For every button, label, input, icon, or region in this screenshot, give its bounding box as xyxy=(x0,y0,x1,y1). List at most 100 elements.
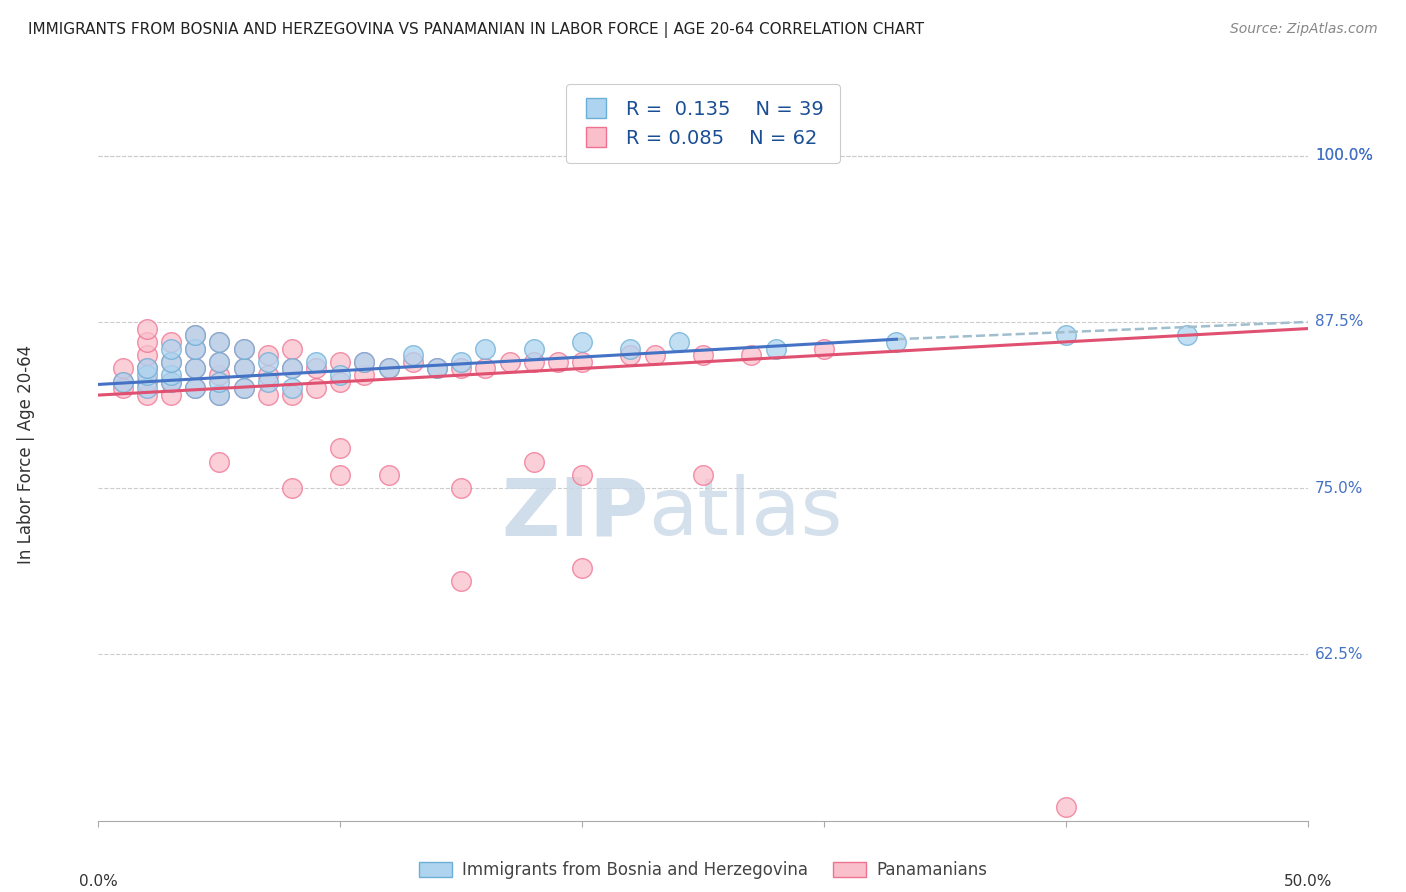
Point xyxy=(281,388,304,402)
Text: 0.0%: 0.0% xyxy=(79,874,118,888)
Point xyxy=(474,342,496,356)
Point xyxy=(232,361,254,376)
Point xyxy=(111,361,134,376)
Point xyxy=(208,368,231,383)
Text: 75.0%: 75.0% xyxy=(1315,481,1364,496)
Point xyxy=(377,467,399,482)
Point xyxy=(135,388,157,402)
Point xyxy=(765,342,787,356)
Text: In Labor Force | Age 20-64: In Labor Force | Age 20-64 xyxy=(17,345,35,565)
Point xyxy=(135,321,157,335)
Point xyxy=(402,348,425,362)
Point xyxy=(160,375,183,389)
Point xyxy=(160,388,183,402)
Text: 50.0%: 50.0% xyxy=(1284,874,1331,888)
Point xyxy=(135,334,157,349)
Point xyxy=(377,361,399,376)
Point xyxy=(353,355,375,369)
Point xyxy=(111,375,134,389)
Point xyxy=(740,348,762,362)
Point xyxy=(208,388,231,402)
Point xyxy=(644,348,666,362)
Point xyxy=(208,388,231,402)
Point xyxy=(402,355,425,369)
Point xyxy=(426,361,449,376)
Point xyxy=(329,355,352,369)
Point xyxy=(1054,800,1077,814)
Point xyxy=(426,361,449,376)
Point xyxy=(184,361,207,376)
Point xyxy=(523,342,546,356)
Text: 62.5%: 62.5% xyxy=(1315,647,1364,662)
Point xyxy=(208,375,231,389)
Point xyxy=(450,361,472,376)
Point xyxy=(281,361,304,376)
Text: 100.0%: 100.0% xyxy=(1315,148,1372,163)
Point xyxy=(1175,328,1198,343)
Point xyxy=(135,375,157,389)
Point xyxy=(160,355,183,369)
Point xyxy=(305,361,328,376)
Point xyxy=(329,467,352,482)
Point xyxy=(160,355,183,369)
Point xyxy=(160,375,183,389)
Point xyxy=(184,342,207,356)
Text: IMMIGRANTS FROM BOSNIA AND HERZEGOVINA VS PANAMANIAN IN LABOR FORCE | AGE 20-64 : IMMIGRANTS FROM BOSNIA AND HERZEGOVINA V… xyxy=(28,22,924,38)
Point xyxy=(208,355,231,369)
Point xyxy=(184,328,207,343)
Point xyxy=(135,368,157,383)
Point xyxy=(160,334,183,349)
Point xyxy=(329,442,352,456)
Point xyxy=(281,342,304,356)
Point xyxy=(305,355,328,369)
Point xyxy=(305,381,328,395)
Point xyxy=(111,381,134,395)
Point xyxy=(450,481,472,495)
Text: 87.5%: 87.5% xyxy=(1315,315,1364,329)
Point xyxy=(184,328,207,343)
Point xyxy=(377,361,399,376)
Point xyxy=(160,342,183,356)
Point xyxy=(498,355,520,369)
Point xyxy=(547,355,569,369)
Point xyxy=(256,388,278,402)
Point xyxy=(281,381,304,395)
Point xyxy=(135,361,157,376)
Point xyxy=(523,454,546,468)
Point xyxy=(692,348,714,362)
Point xyxy=(184,381,207,395)
Point xyxy=(184,342,207,356)
Point xyxy=(571,561,593,575)
Point xyxy=(523,355,546,369)
Point xyxy=(111,375,134,389)
Point xyxy=(208,334,231,349)
Point xyxy=(232,342,254,356)
Point xyxy=(329,375,352,389)
Point xyxy=(571,467,593,482)
Point xyxy=(232,381,254,395)
Point xyxy=(281,361,304,376)
Point xyxy=(1054,328,1077,343)
Point xyxy=(184,361,207,376)
Point xyxy=(208,454,231,468)
Point xyxy=(668,334,690,349)
Text: atlas: atlas xyxy=(648,475,844,552)
Point xyxy=(353,355,375,369)
Text: 100.0%: 100.0% xyxy=(1315,148,1372,163)
Legend: Immigrants from Bosnia and Herzegovina, Panamanians: Immigrants from Bosnia and Herzegovina, … xyxy=(412,855,994,886)
Point xyxy=(692,467,714,482)
Point xyxy=(619,348,641,362)
Text: ZIP: ZIP xyxy=(502,475,648,552)
Point xyxy=(135,348,157,362)
Point xyxy=(135,361,157,376)
Point xyxy=(281,481,304,495)
Point xyxy=(353,368,375,383)
Point xyxy=(184,381,207,395)
Point xyxy=(232,342,254,356)
Point xyxy=(813,342,835,356)
Point xyxy=(232,361,254,376)
Point xyxy=(886,334,908,349)
Point xyxy=(450,574,472,589)
Point xyxy=(256,375,278,389)
Point xyxy=(571,355,593,369)
